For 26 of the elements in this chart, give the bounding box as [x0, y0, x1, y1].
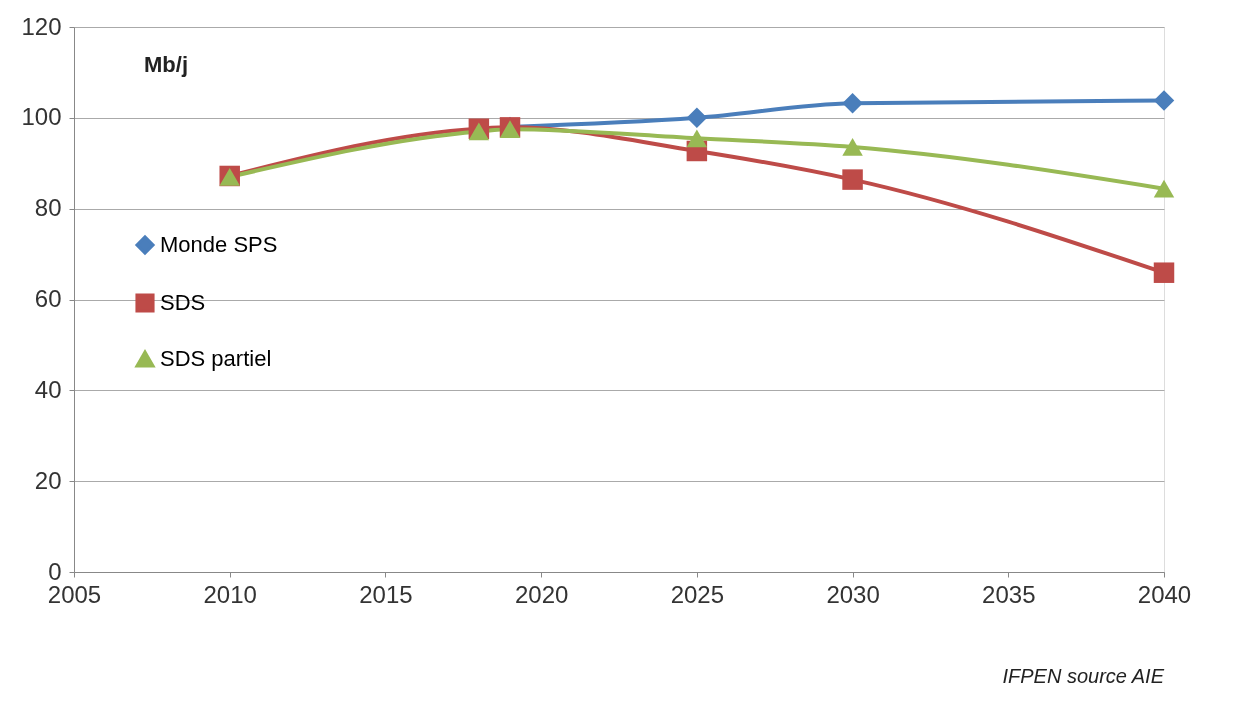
y-tick-label: 60: [34, 285, 62, 312]
point: [1153, 90, 1175, 111]
y-tick-label: 40: [34, 375, 62, 403]
x-tick-label: 2020: [514, 580, 569, 608]
x-tick-label: 2030: [826, 580, 880, 608]
y-tick-label: 100: [21, 103, 62, 131]
legend-label: SDS partiel: [160, 346, 272, 371]
legend-label: Monde SPS: [160, 232, 278, 257]
legend-label: SDS: [160, 290, 206, 315]
y-tick-label: 120: [21, 12, 62, 40]
point: [686, 107, 708, 129]
point: [842, 169, 863, 190]
x-tick-label: 2035: [982, 580, 1036, 608]
point: [686, 129, 708, 148]
point: [1153, 262, 1175, 283]
point: [1153, 179, 1175, 198]
x-tick-label: 2025: [670, 580, 725, 608]
text: IFPEN source AIE: [1002, 665, 1165, 687]
x-tick-label: 2015: [359, 580, 413, 608]
annotation: Mb/j: [144, 52, 188, 77]
y-tick-label: 20: [34, 466, 62, 494]
point: [842, 93, 863, 114]
x-tick-label: 2040: [1137, 580, 1192, 608]
x-tick-label: 2010: [203, 580, 257, 608]
y-tick-label: 80: [34, 194, 62, 222]
point: [842, 138, 863, 156]
